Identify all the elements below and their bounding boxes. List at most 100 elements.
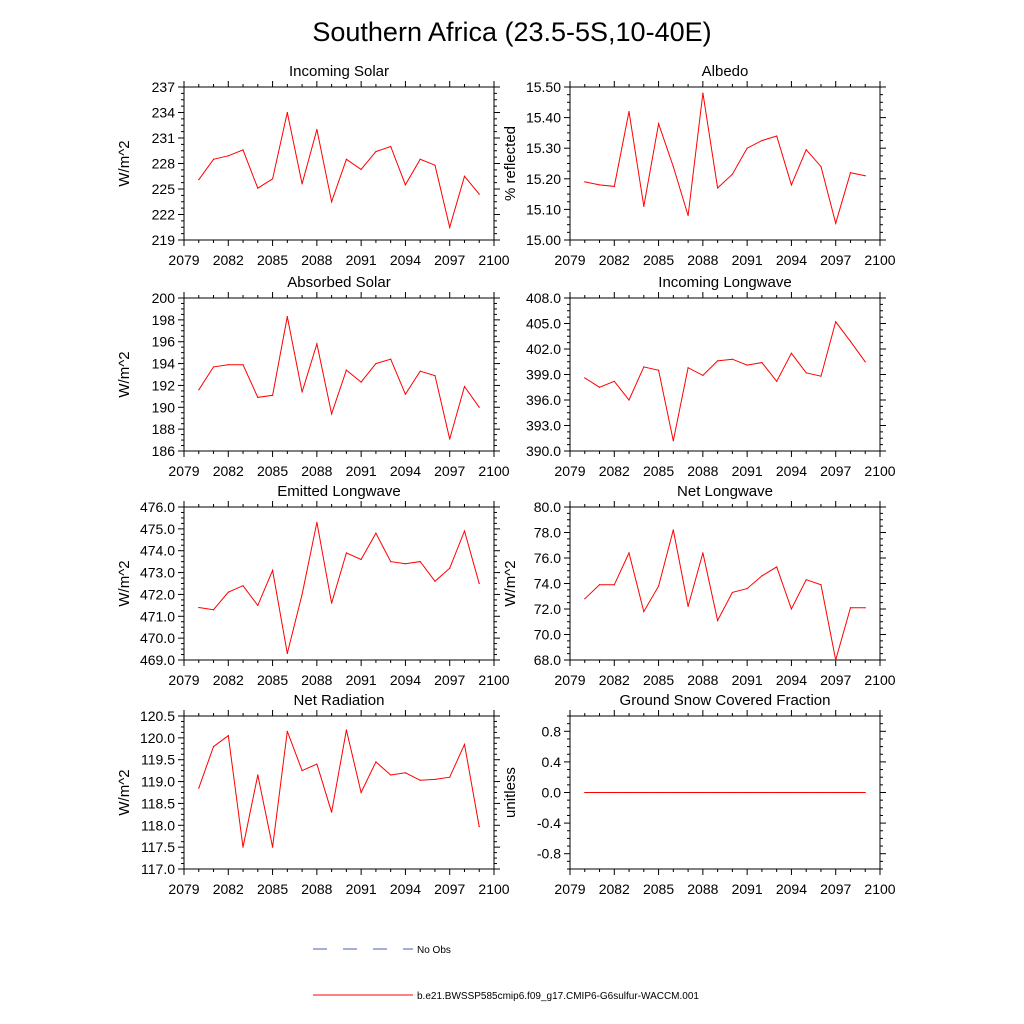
x-tick-label: 2094 <box>390 463 421 479</box>
data-point <box>628 110 630 113</box>
y-tick-label: 194 <box>152 356 176 372</box>
y-tick-label: 118.0 <box>141 817 175 833</box>
data-point <box>242 585 244 587</box>
panel-incoming-longwave: Incoming Longwave 2079 2082 2085 2088 2091 209… <box>526 274 896 479</box>
panel-title: Incoming Solar <box>289 63 389 80</box>
data-point <box>584 791 586 794</box>
panel-title: Albedo <box>702 63 749 80</box>
x-tick-label: 2085 <box>257 881 288 897</box>
x-tick-label: 2097 <box>820 881 851 897</box>
x-tick-label: 2088 <box>687 672 718 688</box>
data-point <box>271 846 274 848</box>
data-point <box>746 147 748 149</box>
y-tick-label: 76.0 <box>534 550 561 566</box>
x-tick-label: 2091 <box>346 252 377 268</box>
y-tick-label: 186 <box>152 443 176 459</box>
data-point <box>643 366 645 368</box>
x-tick-label: 2082 <box>599 881 630 897</box>
data-point <box>271 569 274 571</box>
x-tick-label: 2085 <box>643 252 674 268</box>
plot-frame <box>569 297 881 452</box>
legend-model-label: b.e21.BWSSP585cmip6.f09_g17.CMIP6-G6sulf… <box>417 991 699 1002</box>
panel-net-radiation: Net Radiation 2079 2082 2085 2088 2091 2094 209… <box>116 692 510 897</box>
y-tick-label: 405.0 <box>526 316 561 332</box>
x-tick-label: 2097 <box>820 252 851 268</box>
panel-absorbed-solar: Absorbed Solar 2079 2082 2085 2088 2091 2094 20… <box>116 274 510 479</box>
y-tick-label: 70.0 <box>534 627 561 643</box>
data-point <box>790 184 793 186</box>
x-tick-label: 2097 <box>820 463 851 479</box>
data-point <box>434 778 436 780</box>
data-point <box>702 374 704 376</box>
x-tick-label: 2100 <box>864 672 895 688</box>
series-line <box>198 522 480 654</box>
data-point <box>790 608 793 610</box>
data-point <box>286 730 288 732</box>
data-point <box>628 791 630 794</box>
panel-albedo: Albedo 2079 2082 2085 2088 2091 2094 2097 2100 15… <box>502 63 896 268</box>
data-point <box>404 563 407 565</box>
x-tick-label: 2082 <box>213 252 244 268</box>
data-point <box>790 791 793 794</box>
data-point <box>864 175 866 177</box>
data-point <box>731 791 733 794</box>
data-point <box>360 168 362 171</box>
data-point <box>776 791 778 794</box>
data-point <box>301 391 303 393</box>
y-tick-label: 475.0 <box>140 521 175 537</box>
data-point <box>731 173 733 175</box>
series-line <box>198 112 480 230</box>
series-line <box>198 729 480 848</box>
x-tick-label: 2079 <box>554 252 585 268</box>
x-tick-label: 2100 <box>864 881 895 897</box>
y-tick-label: 119.0 <box>141 774 175 790</box>
x-tick-label: 2088 <box>687 881 718 897</box>
data-point <box>672 165 674 168</box>
y-tick-label: 15.30 <box>526 140 561 156</box>
plot-frame <box>569 506 881 661</box>
data-point <box>419 158 421 160</box>
series-line <box>198 316 480 440</box>
data-point <box>390 561 392 563</box>
x-tick-label: 2094 <box>390 252 421 268</box>
y-axis-label: W/m^2 <box>116 140 133 186</box>
y-tick-label: 474.0 <box>140 543 175 559</box>
x-tick-label: 2097 <box>434 672 465 688</box>
plot-frame <box>183 506 495 661</box>
x-tick-label: 2091 <box>732 881 763 897</box>
x-tick-label: 2082 <box>599 672 630 688</box>
data-point <box>805 579 807 581</box>
data-point <box>746 588 748 590</box>
y-tick-label: 471.0 <box>140 608 175 624</box>
data-point <box>198 389 200 391</box>
x-tick-label: 2085 <box>643 672 674 688</box>
x-tick-label: 2091 <box>346 881 377 897</box>
data-point <box>390 774 392 776</box>
data-point <box>805 372 807 374</box>
x-tick-label: 2097 <box>434 252 465 268</box>
data-point <box>449 776 451 778</box>
data-point <box>805 791 807 794</box>
data-point <box>227 364 229 366</box>
data-point <box>478 825 480 828</box>
data-point <box>643 610 645 613</box>
data-point <box>331 602 333 604</box>
data-point <box>198 606 200 609</box>
x-tick-label: 2091 <box>346 463 377 479</box>
panels: Incoming Solar 2079 2082 2085 2088 2091 2094 20… <box>116 63 896 897</box>
y-tick-label: 399.0 <box>526 367 561 383</box>
data-point <box>316 521 318 523</box>
data-point <box>613 185 615 188</box>
data-point <box>672 440 674 442</box>
y-axis-label: W/m^2 <box>116 560 133 606</box>
data-point <box>198 179 200 181</box>
y-tick-label: 0.0 <box>542 785 562 801</box>
y-axis-label: % reflected <box>502 126 519 201</box>
data-point <box>628 552 630 554</box>
data-point <box>584 598 586 600</box>
data-point <box>598 791 601 794</box>
data-point <box>598 386 601 388</box>
y-tick-label: 15.40 <box>526 110 561 126</box>
y-axis-label: W/m^2 <box>502 560 519 606</box>
data-point <box>242 846 244 848</box>
